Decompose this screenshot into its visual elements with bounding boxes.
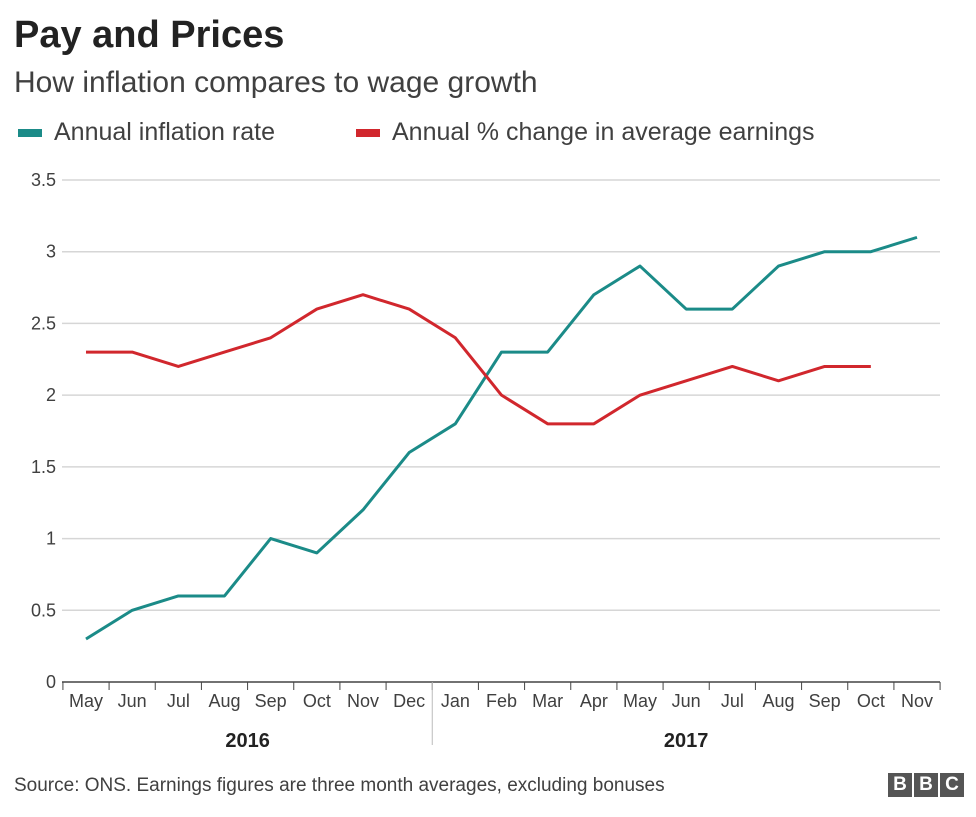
legend-swatch-inflation [18,128,42,137]
x-tick-label: May [69,691,103,711]
x-tick-label: Apr [580,691,608,711]
x-tick-label: Jul [721,691,744,711]
x-tick-label: Mar [532,691,563,711]
x-tick-label: Aug [208,691,240,711]
x-tick-label: Jul [167,691,190,711]
y-tick-label: 3 [46,242,56,262]
legend-label-inflation: Annual inflation rate [54,118,275,146]
x-tick-label: May [623,691,657,711]
year-label: 2016 [225,730,270,752]
x-tick-label: Oct [303,691,331,711]
series-line-earnings [86,293,871,426]
x-tick-label: Nov [347,691,379,711]
x-tick-label: Oct [857,691,885,711]
year-label: 2017 [664,730,709,752]
series-line-inflation [85,235,918,641]
x-tick-label: Sep [809,691,841,711]
x-tick-label: Jan [441,691,470,711]
legend-item-earnings: Annual % change in average earnings [356,118,815,147]
y-tick-label: 3.5 [31,170,56,190]
x-tick-label: Aug [762,691,794,711]
y-tick-label: 1 [46,529,56,549]
y-tick-label: 2.5 [31,313,56,333]
legend-swatch-earnings [356,128,380,137]
x-tick-label: Nov [901,691,933,711]
x-tick-label: Sep [255,691,287,711]
y-tick-label: 0.5 [31,600,56,620]
x-tick-label: Jun [118,691,147,711]
source-note: Source: ONS. Earnings figures are three … [14,775,665,796]
x-tick-label: Feb [486,691,517,711]
y-tick-label: 1.5 [31,457,56,477]
legend-label-earnings: Annual % change in average earnings [392,118,815,146]
x-tick-label: Jun [672,691,701,711]
y-tick-label: 2 [46,385,56,405]
y-tick-label: 0 [46,672,56,692]
chart-title: Pay and Prices [14,14,285,56]
x-tick-label: Dec [393,691,425,711]
chart-subtitle: How inflation compares to wage growth [14,66,538,99]
legend-item-inflation: Annual inflation rate [18,118,275,147]
